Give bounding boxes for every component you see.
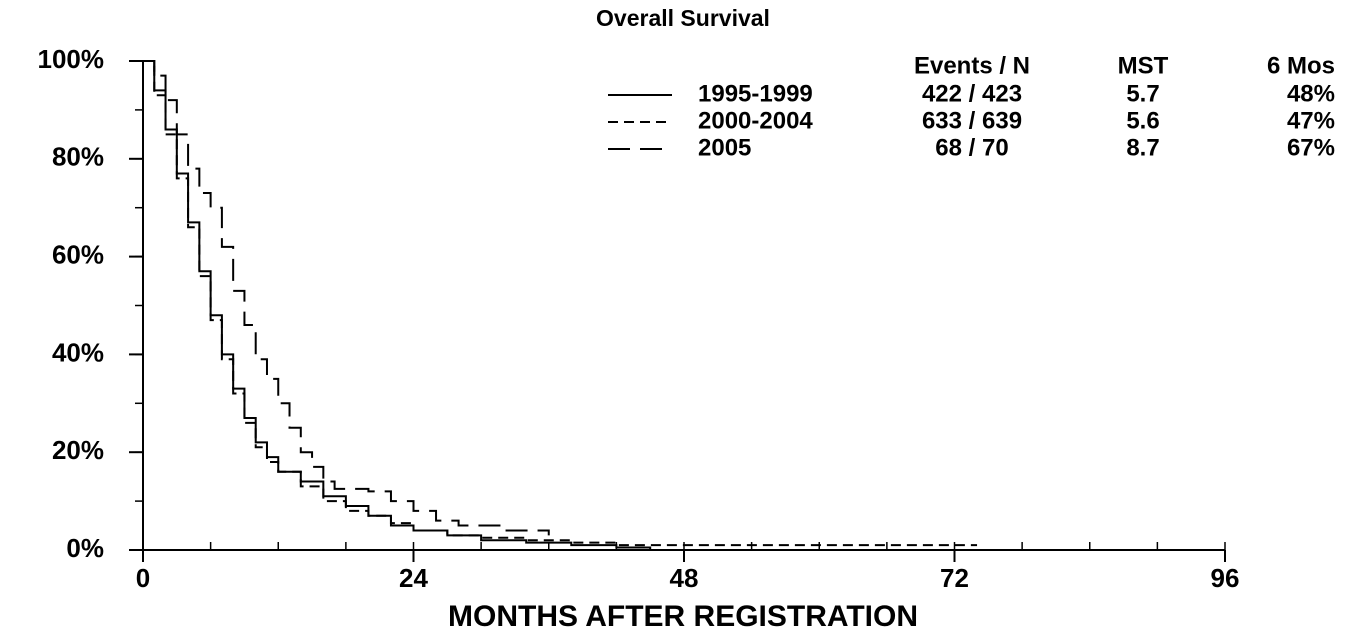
- legend-cell: 5.7: [1126, 80, 1159, 107]
- survival-curve: [143, 60, 978, 547]
- y-tick-label: 60%: [52, 239, 104, 269]
- y-tick-label: 100%: [38, 44, 105, 74]
- legend-name: 2005: [698, 134, 751, 161]
- legend-cell: 633 / 639: [922, 107, 1022, 134]
- legend-cell: 422 / 423: [922, 80, 1022, 107]
- x-tick-label: 24: [399, 563, 428, 593]
- survival-curve: [143, 60, 652, 550]
- legend-cell: 47%: [1287, 107, 1335, 134]
- legend-cell: 68 / 70: [935, 134, 1008, 161]
- y-tick-label: 0%: [66, 533, 104, 563]
- chart-title: Overall Survival: [596, 5, 770, 31]
- x-tick-label: 96: [1211, 563, 1240, 593]
- y-tick-label: 20%: [52, 435, 104, 465]
- legend-name: 1995-1999: [698, 80, 813, 107]
- y-tick-label: 40%: [52, 337, 104, 367]
- legend-cell: 67%: [1287, 134, 1335, 161]
- x-tick-label: 48: [670, 563, 699, 593]
- legend-header: MST: [1118, 52, 1169, 79]
- legend-cell: 5.6: [1126, 107, 1159, 134]
- survival-curve: [143, 60, 550, 536]
- legend-header: Events / N: [914, 52, 1030, 79]
- x-tick-label: 0: [136, 563, 150, 593]
- y-tick-label: 80%: [52, 142, 104, 172]
- x-tick-label: 72: [940, 563, 969, 593]
- legend-cell: 8.7: [1126, 134, 1159, 161]
- legend-name: 2000-2004: [698, 107, 813, 134]
- legend-header: 6 Mos: [1267, 52, 1335, 79]
- legend-cell: 48%: [1287, 80, 1335, 107]
- x-axis-label: MONTHS AFTER REGISTRATION: [448, 600, 918, 633]
